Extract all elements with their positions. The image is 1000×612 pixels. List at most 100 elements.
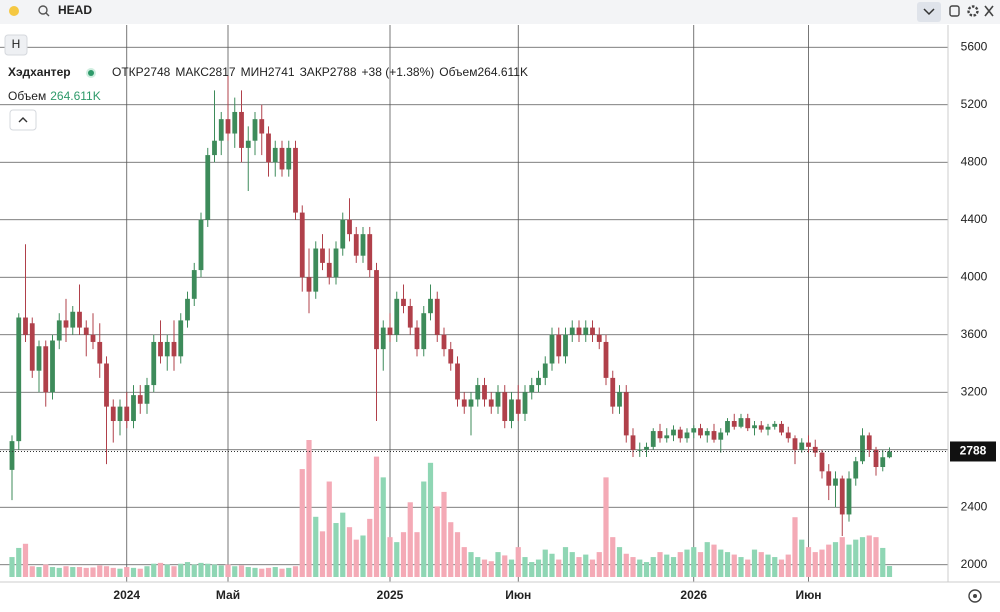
candle-body bbox=[407, 306, 413, 328]
volume-bar bbox=[738, 557, 744, 577]
x-tick-label: 2026 bbox=[680, 588, 707, 602]
volume-bar bbox=[623, 553, 629, 577]
volume-bar bbox=[711, 544, 717, 577]
dropdown-button[interactable] bbox=[917, 2, 941, 22]
volume-bar bbox=[853, 539, 859, 577]
candle-body bbox=[333, 248, 339, 278]
candle-body bbox=[97, 341, 103, 364]
candle-body bbox=[137, 395, 143, 404]
candle-body bbox=[785, 432, 791, 439]
candle-body bbox=[738, 418, 744, 427]
candle-body bbox=[725, 421, 730, 433]
y-tick-label: 2400 bbox=[961, 499, 988, 513]
candle-body bbox=[124, 406, 130, 422]
volume-bar bbox=[880, 547, 886, 577]
volume-bar bbox=[616, 547, 623, 577]
volume-bar bbox=[421, 481, 427, 577]
candle-body bbox=[461, 399, 467, 407]
volume-bar bbox=[583, 554, 589, 577]
chart-settings-icon[interactable] bbox=[968, 589, 982, 603]
candle-body bbox=[239, 111, 244, 148]
volume-bar bbox=[29, 566, 35, 577]
candle-body bbox=[549, 334, 555, 364]
volume-bar bbox=[569, 552, 575, 577]
candle-body bbox=[353, 234, 359, 256]
x-tick-label: 2024 bbox=[113, 588, 140, 602]
candle-body bbox=[502, 392, 508, 422]
volume-bar bbox=[677, 552, 683, 577]
y-tick-label: 4400 bbox=[961, 212, 988, 226]
candle-body bbox=[23, 317, 28, 335]
volume-bar bbox=[495, 552, 501, 577]
volume-bar bbox=[441, 491, 447, 577]
volume-bar bbox=[454, 532, 461, 577]
candle-body bbox=[50, 340, 55, 393]
candle-body bbox=[77, 311, 82, 328]
volume-bar bbox=[353, 539, 359, 577]
window-icon[interactable] bbox=[949, 5, 960, 17]
volume-bar bbox=[130, 567, 137, 577]
volume-bar bbox=[245, 567, 251, 577]
candle-body bbox=[671, 429, 676, 436]
settings-icon[interactable] bbox=[967, 5, 979, 17]
volume-bar bbox=[589, 559, 596, 577]
volume-legend: Объем 264.611K bbox=[8, 89, 101, 103]
volume-bar bbox=[745, 559, 751, 577]
candle-body bbox=[218, 119, 224, 141]
collapse-button[interactable] bbox=[9, 109, 37, 131]
volume-bar bbox=[90, 567, 96, 577]
candle-body bbox=[272, 147, 278, 163]
x-tick-label: Июн bbox=[795, 588, 821, 602]
candle-body bbox=[131, 395, 136, 422]
candle-body bbox=[448, 349, 454, 364]
volume-bar bbox=[461, 547, 467, 577]
candle-body bbox=[259, 119, 265, 134]
volume-bar bbox=[178, 563, 184, 577]
candle-body bbox=[293, 147, 298, 213]
symbol-button[interactable] bbox=[4, 34, 28, 56]
candle-body bbox=[839, 478, 845, 515]
volume-bar bbox=[22, 543, 29, 577]
volume-bar bbox=[684, 549, 690, 577]
volume-bar bbox=[515, 547, 521, 577]
volume-bar bbox=[610, 537, 616, 577]
volume-bar bbox=[549, 553, 555, 577]
volume-bar bbox=[211, 564, 218, 577]
candle-body bbox=[596, 334, 602, 342]
last-price-label: 2788 bbox=[960, 444, 987, 458]
volume-legend-value: 264.611K bbox=[50, 89, 101, 103]
candle-body bbox=[522, 392, 528, 414]
candle-body bbox=[313, 248, 319, 292]
search-icon[interactable] bbox=[38, 5, 48, 15]
candle-body bbox=[691, 428, 697, 433]
volume-bar bbox=[886, 566, 893, 577]
volume-bar bbox=[643, 562, 650, 577]
volume-bar bbox=[279, 568, 285, 577]
volume-bar bbox=[731, 554, 737, 577]
volume-bar bbox=[191, 564, 197, 577]
volume-bar bbox=[427, 462, 434, 577]
volume-bar bbox=[400, 532, 407, 577]
search-text[interactable]: HEAD bbox=[58, 3, 92, 17]
volume-bar bbox=[664, 554, 670, 577]
close-icon[interactable] bbox=[984, 5, 994, 17]
y-tick-label: 4000 bbox=[961, 269, 988, 283]
volume-bar bbox=[468, 552, 474, 577]
candle-body bbox=[475, 385, 481, 400]
chart-settings-icon-center bbox=[973, 594, 977, 598]
volume-bar bbox=[724, 552, 731, 577]
candle-body bbox=[650, 431, 656, 447]
candle-body bbox=[434, 298, 440, 335]
volume-bar bbox=[259, 568, 265, 577]
axes: 2000240028003200360040004400480052005600… bbox=[0, 39, 996, 602]
candle-body bbox=[151, 341, 157, 386]
candle-body bbox=[414, 327, 420, 350]
volume-bar bbox=[670, 557, 677, 577]
candle-body bbox=[367, 234, 373, 271]
candle-body bbox=[360, 234, 366, 256]
candle-body bbox=[104, 363, 109, 407]
symbol-button-text[interactable]: H bbox=[12, 37, 21, 51]
volume-bar bbox=[326, 481, 332, 577]
volume-bar bbox=[799, 539, 805, 577]
